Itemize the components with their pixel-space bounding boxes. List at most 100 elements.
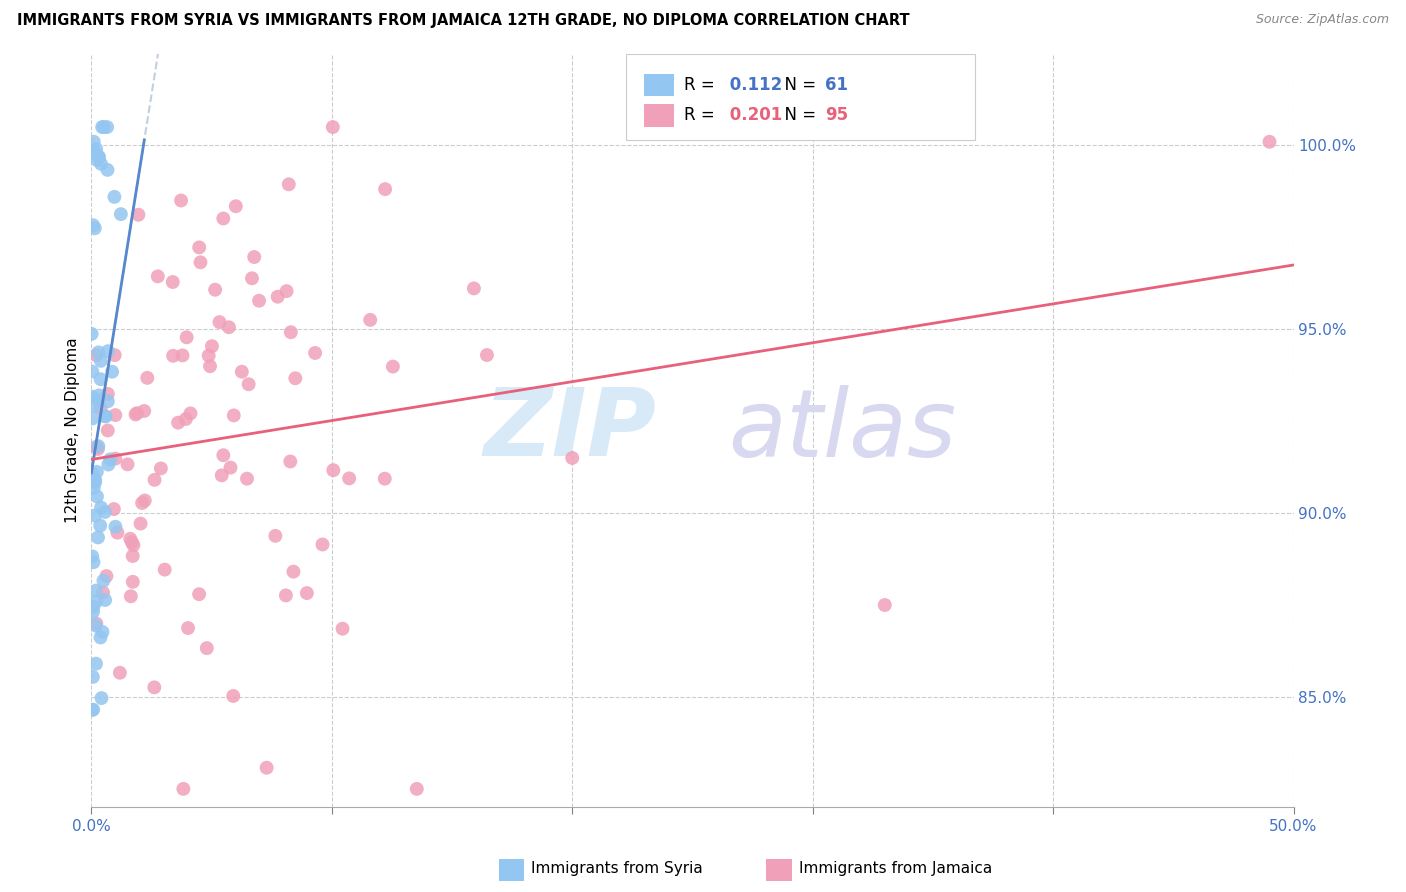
Point [264,529,287,543]
Point [83,599,105,614]
Point [82,411,104,425]
Point [198,359,221,374]
Point [80,326,103,341]
Text: atlas: atlas [728,384,956,476]
Point [359,313,381,327]
Point [87,392,110,407]
Point [86,465,108,479]
Point [90,691,112,706]
Point [82,549,104,564]
Point [87,530,110,544]
Point [97,387,120,401]
Text: R =: R = [685,76,720,95]
Point [97,344,120,359]
Point [195,641,218,656]
Point [97,394,120,409]
Point [83,555,105,569]
Point [561,450,583,465]
Point [120,532,142,546]
Point [96,569,118,583]
Point [90,401,112,416]
Point [176,330,198,344]
Text: ZIP: ZIP [484,384,657,476]
Point [211,468,233,483]
Point [127,208,149,222]
Point [125,406,148,420]
Point [86,440,108,454]
Point [873,598,896,612]
Point [322,120,344,134]
Point [374,182,396,196]
Point [162,275,184,289]
Point [381,359,404,374]
Point [82,365,104,379]
Point [149,461,172,475]
Point [97,458,120,472]
Point [284,371,307,385]
Point [134,404,156,418]
Point [84,473,107,487]
Y-axis label: 12th Grade, No Diploma: 12th Grade, No Diploma [65,337,80,524]
Point [283,565,305,579]
Point [87,388,110,402]
Point [96,120,118,134]
Point [117,458,139,472]
Point [86,490,108,504]
Point [82,605,104,619]
Point [190,255,212,269]
Point [146,269,169,284]
Text: IMMIGRANTS FROM SYRIA VS IMMIGRANTS FROM JAMAICA 12TH GRADE, NO DIPLOMA CORRELAT: IMMIGRANTS FROM SYRIA VS IMMIGRANTS FROM… [17,13,910,29]
Point [136,371,159,385]
Point [84,348,107,362]
Point [84,145,107,160]
Point [124,408,146,422]
Point [167,416,190,430]
Point [201,339,224,353]
Point [121,574,143,589]
Point [177,621,200,635]
Point [104,408,127,422]
Point [219,460,242,475]
Point [1258,135,1281,149]
Point [96,162,118,177]
Point [108,665,131,680]
Point [107,525,129,540]
Point [103,190,125,204]
Point [322,463,344,477]
Point [83,135,105,149]
Point [212,211,235,226]
Point [172,781,194,796]
Point [256,761,278,775]
Point [204,283,226,297]
Point [86,616,108,631]
Point [121,535,143,549]
Point [121,549,143,563]
Point [129,516,152,531]
Point [84,475,107,490]
Point [162,349,184,363]
Point [93,574,115,588]
Point [90,500,112,515]
Text: R =: R = [685,106,720,124]
Point [104,520,127,534]
Point [179,406,201,420]
Text: Source: ZipAtlas.com: Source: ZipAtlas.com [1256,13,1389,27]
Point [475,348,498,362]
Point [101,365,124,379]
Point [91,585,114,599]
Point [197,349,219,363]
Point [238,377,260,392]
Text: Immigrants from Syria: Immigrants from Syria [531,862,703,876]
Point [332,622,354,636]
Point [84,142,107,156]
Point [405,781,427,796]
Point [87,149,110,163]
Point [87,442,110,456]
Point [94,505,117,519]
Point [266,290,288,304]
Text: N =: N = [775,76,821,95]
Point [153,563,176,577]
Point [231,365,253,379]
Point [80,703,103,717]
Point [103,502,125,516]
